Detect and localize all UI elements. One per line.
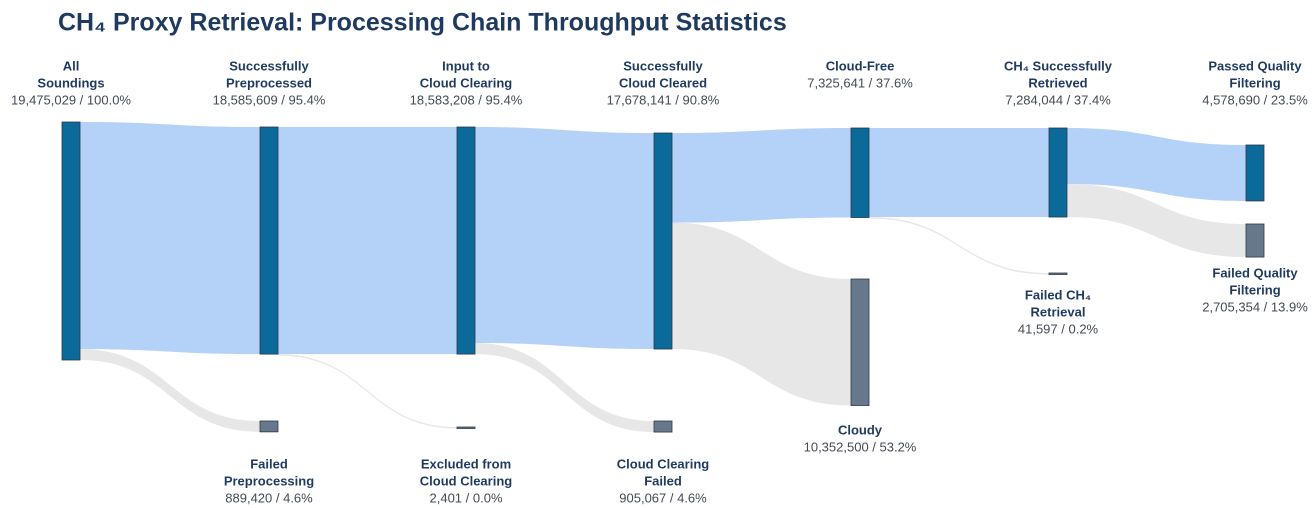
node-label: Input to <box>442 58 490 73</box>
node-label: Excluded from <box>421 456 511 471</box>
flow-link <box>475 343 654 433</box>
flow-link <box>278 127 457 355</box>
chart-title: CH₄ Proxy Retrieval: Processing Chain Th… <box>58 9 787 37</box>
node-label: Failed <box>644 473 682 488</box>
flow-link <box>278 354 457 429</box>
node-label: Soundings <box>37 75 104 90</box>
flow-link <box>80 122 260 355</box>
node-bar <box>850 278 870 406</box>
flow-link <box>869 217 1049 275</box>
node-bar <box>1245 223 1265 258</box>
node-value: 2,401 / 0.0% <box>430 490 503 505</box>
node-value: 19,475,029 / 100.0% <box>11 92 131 107</box>
flow-link <box>80 349 260 432</box>
node-label: Cloud Clearing <box>420 473 513 488</box>
node-value: 905,067 / 4.6% <box>619 490 707 505</box>
nodes: All Soundings 19,475,029 / 100.0% Successfu… <box>11 58 1308 505</box>
node-value: 7,325,641 / 37.6% <box>807 75 913 90</box>
node-value: 18,583,208 / 95.4% <box>410 92 523 107</box>
node-bar <box>259 126 279 355</box>
node-bar <box>259 420 279 433</box>
node-label: Failed Quality <box>1212 265 1298 280</box>
flow-link <box>672 222 851 406</box>
node-label: All <box>63 58 80 73</box>
node-value: 7,284,044 / 37.4% <box>1005 92 1111 107</box>
node-value: 889,420 / 4.6% <box>225 490 313 505</box>
flow-link <box>672 128 851 223</box>
node-value: 18,585,609 / 95.4% <box>213 92 326 107</box>
flow-link <box>475 127 654 350</box>
flow-link <box>1067 128 1246 201</box>
node-label: Cloud Clearing <box>617 456 710 471</box>
node-value: 10,352,500 / 53.2% <box>804 439 917 454</box>
node-label: CH₄ Successfully <box>1004 58 1113 73</box>
node-label: Filtering <box>1229 75 1280 90</box>
node-value: 4,578,690 / 23.5% <box>1202 92 1308 107</box>
node-label: Cloud-Free <box>826 58 895 73</box>
flow-link <box>869 128 1049 218</box>
node-bar <box>1048 127 1068 218</box>
node-label: Preprocessing <box>224 473 314 488</box>
node-bar <box>1048 272 1068 275</box>
node-label: Cloud Cleared <box>619 75 707 90</box>
node-bar <box>1245 144 1265 202</box>
node-label: Failed CH₄ <box>1025 287 1091 302</box>
node-label: Retrieved <box>1028 75 1087 90</box>
node-label: Filtering <box>1229 282 1280 297</box>
node-label: Preprocessed <box>226 75 312 90</box>
node-label: Passed Quality <box>1208 58 1302 73</box>
node-bar <box>456 126 476 355</box>
node-label: Retrieval <box>1031 304 1086 319</box>
node-label: Failed <box>250 456 288 471</box>
flow-link <box>1067 183 1246 258</box>
node-value: 41,597 / 0.2% <box>1018 321 1099 336</box>
links <box>80 122 1246 433</box>
node-value: 2,705,354 / 13.9% <box>1202 299 1308 314</box>
node-label: Cloud Clearing <box>420 75 513 90</box>
node-bar <box>456 426 476 429</box>
node-bar <box>653 132 673 350</box>
node-value: 17,678,141 / 90.8% <box>607 92 720 107</box>
node-bar <box>61 121 81 361</box>
node-bar <box>653 420 673 433</box>
node-label: Successfully <box>623 58 703 73</box>
node-label: Cloudy <box>838 422 883 437</box>
node-bar <box>850 127 870 218</box>
node-label: Successfully <box>229 58 309 73</box>
